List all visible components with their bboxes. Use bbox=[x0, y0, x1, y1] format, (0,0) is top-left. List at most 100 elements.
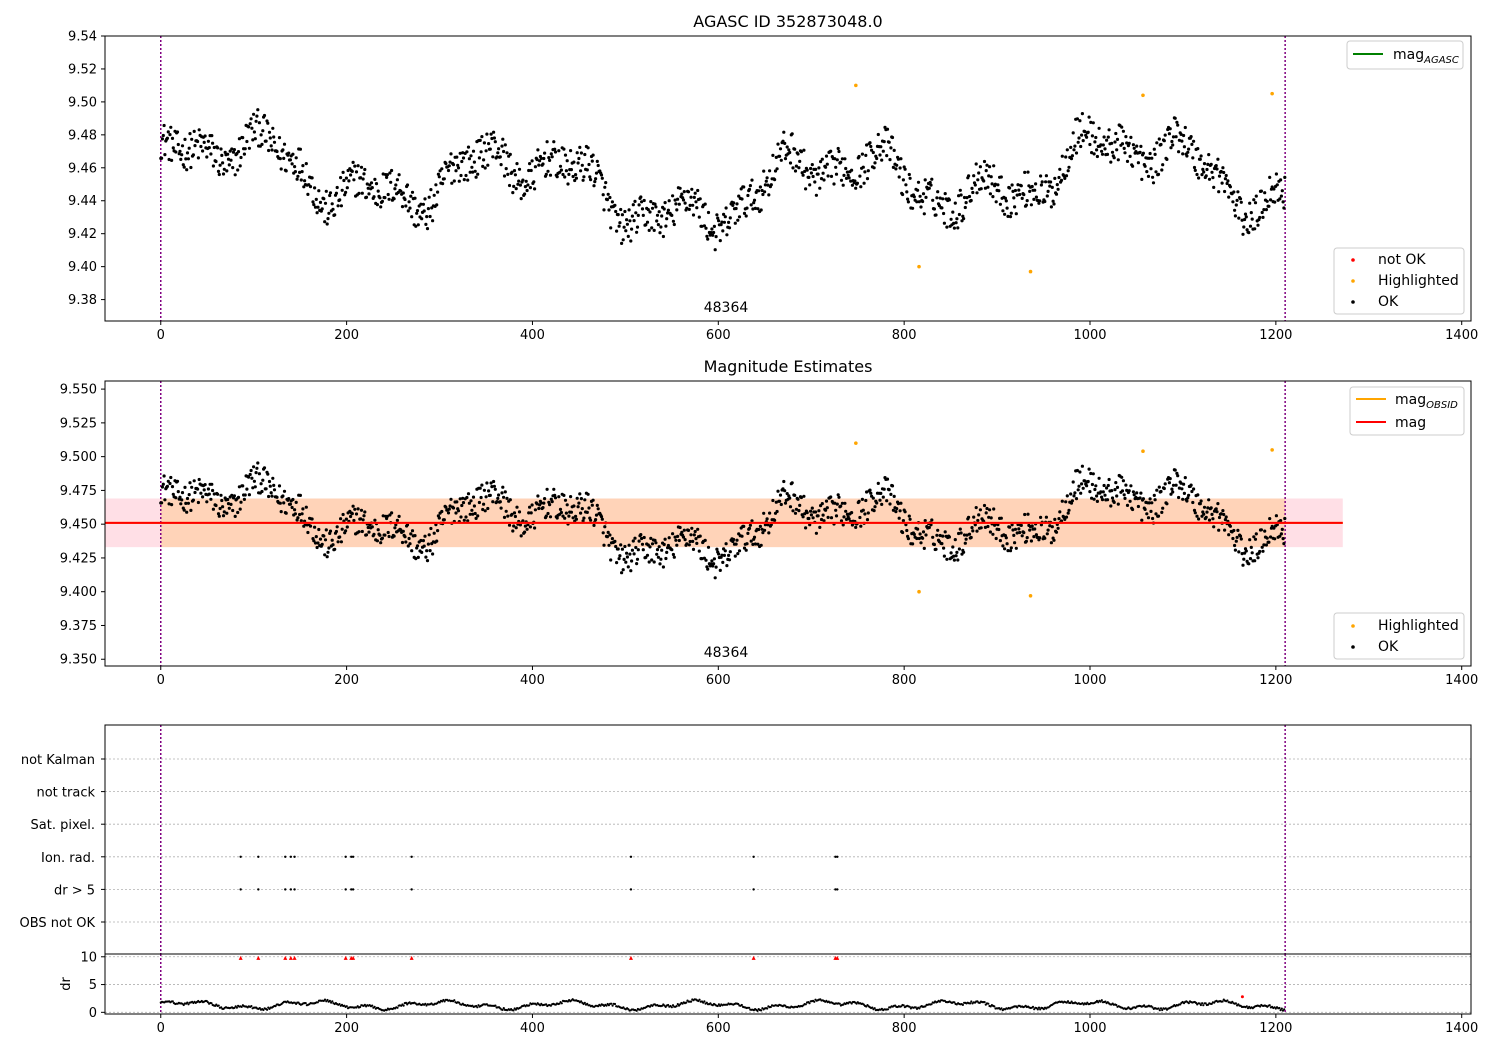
ok-point bbox=[277, 484, 282, 488]
ok-point bbox=[1039, 183, 1043, 187]
ok-point bbox=[1064, 500, 1068, 504]
ok-point bbox=[481, 164, 485, 168]
dr-point bbox=[1278, 1006, 1281, 1010]
dr-point bbox=[1000, 1007, 1003, 1010]
ok-point bbox=[389, 180, 393, 184]
ok-point bbox=[184, 157, 188, 161]
ok-point bbox=[1181, 497, 1185, 501]
ok-point bbox=[695, 206, 699, 210]
ok-point bbox=[1250, 217, 1254, 221]
ok-point bbox=[325, 555, 329, 559]
ok-point bbox=[490, 485, 494, 489]
y-tick-label: 9.350 bbox=[60, 653, 97, 668]
ok-point bbox=[437, 175, 441, 179]
ok-point bbox=[349, 514, 353, 519]
ok-point bbox=[890, 135, 895, 140]
ok-point bbox=[505, 151, 509, 155]
ok-point bbox=[1145, 512, 1149, 516]
ok-point bbox=[376, 189, 380, 193]
ok-point bbox=[558, 170, 562, 174]
ok-point bbox=[1079, 491, 1083, 495]
ok-point bbox=[1026, 512, 1030, 516]
ok-point bbox=[736, 218, 740, 222]
ok-point bbox=[1248, 538, 1252, 542]
ok-point bbox=[1136, 504, 1140, 509]
flag-point bbox=[351, 855, 355, 858]
ok-point bbox=[696, 527, 700, 531]
ok-point bbox=[580, 507, 584, 511]
ok-point bbox=[640, 542, 645, 546]
ok-point bbox=[671, 532, 675, 536]
ok-point bbox=[796, 152, 800, 156]
ok-point bbox=[196, 156, 200, 160]
flag-point bbox=[351, 888, 355, 891]
dr-point bbox=[304, 1002, 307, 1005]
ok-point bbox=[601, 193, 605, 197]
ok-point bbox=[700, 224, 704, 228]
ok-point bbox=[924, 195, 928, 199]
ok-point bbox=[186, 501, 190, 505]
ok-point bbox=[976, 518, 980, 523]
ok-point bbox=[1153, 152, 1157, 156]
ok-point bbox=[555, 516, 559, 520]
ok-point bbox=[849, 179, 853, 183]
ok-point bbox=[483, 509, 487, 513]
ok-point bbox=[952, 554, 956, 558]
ok-point bbox=[174, 150, 178, 154]
ok-point bbox=[408, 206, 412, 210]
ok-point bbox=[1180, 487, 1184, 491]
highlighted-legend-label: Highlighted bbox=[1378, 273, 1459, 289]
ok-point bbox=[1156, 172, 1161, 176]
ok-point bbox=[492, 484, 496, 488]
ok-point bbox=[1065, 494, 1069, 498]
ok-point bbox=[322, 197, 326, 201]
ok-point bbox=[1249, 211, 1253, 215]
ok-point bbox=[1022, 193, 1026, 197]
ok-point bbox=[169, 125, 173, 129]
ok-point bbox=[975, 529, 979, 533]
ok-point bbox=[675, 543, 679, 547]
ok-point bbox=[983, 186, 988, 190]
ok-point bbox=[1078, 119, 1082, 123]
ok-point bbox=[569, 510, 574, 514]
ok-point bbox=[1209, 506, 1213, 510]
ok-point bbox=[542, 156, 546, 161]
dr-point bbox=[1280, 1007, 1283, 1010]
ok-point bbox=[624, 229, 628, 233]
dr-point bbox=[549, 1004, 553, 1007]
ok-point bbox=[278, 157, 282, 161]
ok-point bbox=[559, 510, 564, 515]
ok-point bbox=[1222, 170, 1226, 175]
ok-point bbox=[702, 224, 707, 228]
ok-point bbox=[242, 497, 246, 501]
ok-point bbox=[1115, 148, 1119, 152]
ok-point bbox=[834, 514, 839, 518]
ok-point bbox=[794, 164, 799, 168]
ok-point bbox=[1171, 483, 1176, 487]
ok-point bbox=[451, 506, 456, 510]
ok-point bbox=[1153, 498, 1157, 502]
ok-point bbox=[196, 500, 200, 505]
ok-point bbox=[376, 528, 380, 532]
ok-point bbox=[1212, 525, 1216, 529]
ok-point bbox=[720, 220, 724, 224]
ok-point bbox=[869, 144, 873, 149]
ok-point bbox=[528, 162, 532, 166]
ok-point bbox=[819, 517, 824, 522]
ok-point bbox=[971, 529, 975, 533]
ok-point bbox=[519, 197, 523, 201]
ok-point bbox=[252, 465, 256, 469]
ok-point bbox=[203, 483, 207, 487]
ok-point bbox=[497, 493, 501, 497]
dr-point bbox=[610, 1002, 613, 1005]
ok-point bbox=[696, 188, 700, 193]
ok-point bbox=[892, 494, 896, 498]
ok-point bbox=[922, 546, 926, 551]
ok-point bbox=[250, 126, 254, 130]
dr-point bbox=[1201, 1002, 1204, 1005]
ok-point bbox=[735, 202, 739, 206]
ok-point bbox=[873, 161, 877, 165]
ok-point bbox=[499, 506, 503, 510]
ok-point bbox=[183, 485, 187, 489]
ok-point bbox=[1274, 172, 1278, 176]
